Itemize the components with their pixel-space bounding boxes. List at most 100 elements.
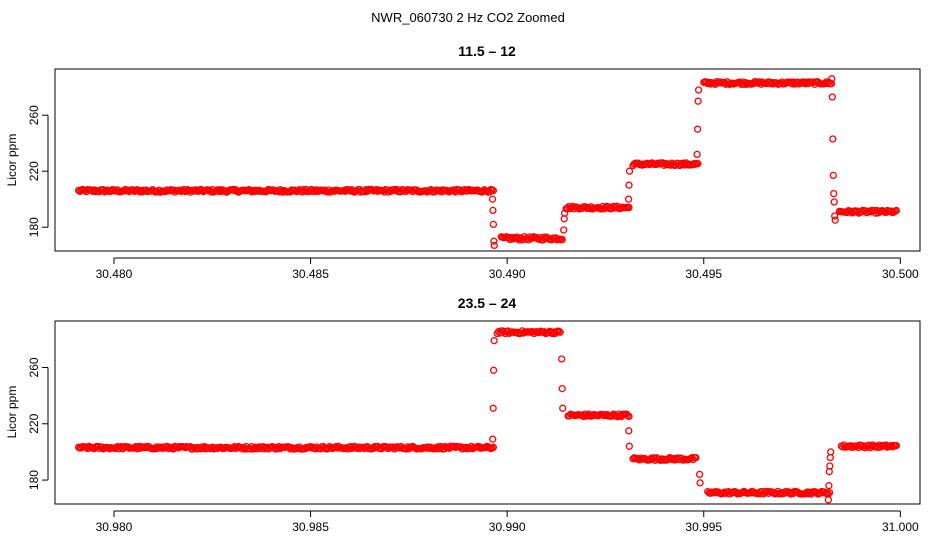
y-tick-label: 220 — [27, 161, 41, 181]
data-point — [560, 209, 569, 217]
plot-frame — [54, 320, 921, 505]
data-point — [664, 455, 673, 463]
data-point — [825, 488, 834, 497]
x-tick-label: 30.480 — [96, 267, 133, 281]
y-axis-label: Licor ppm — [5, 134, 19, 187]
data-point — [151, 445, 159, 453]
data-point — [507, 233, 516, 242]
x-tick-label: 30.990 — [489, 520, 526, 534]
data-point — [694, 160, 702, 168]
data-point — [892, 441, 901, 450]
data-point — [763, 487, 771, 496]
data-point — [693, 125, 702, 133]
data-point — [777, 79, 785, 88]
y-axis-label: Licor ppm — [5, 386, 19, 439]
data-point — [214, 186, 222, 194]
y-axis: 180 220 260 — [27, 105, 49, 237]
data-point — [828, 93, 836, 101]
x-axis: 30.480 30.485 30.490 30.495 30.500 — [96, 257, 919, 281]
x-tick-label: 30.500 — [882, 267, 919, 281]
x-tick-label: 30.485 — [292, 267, 329, 281]
data-point — [694, 97, 702, 105]
data-point — [692, 454, 700, 462]
data-point — [154, 444, 162, 452]
data-point — [629, 455, 637, 463]
data-point — [544, 328, 553, 337]
data-point — [488, 195, 497, 203]
data-point — [87, 186, 96, 194]
data-point — [489, 366, 498, 374]
data-point — [646, 456, 654, 464]
data-point — [830, 189, 838, 198]
data-point — [642, 160, 650, 168]
data-point — [490, 241, 498, 250]
plot-frame — [54, 68, 921, 252]
data-point — [407, 186, 416, 194]
data-point — [705, 78, 713, 86]
data-point — [152, 443, 161, 451]
x-tick-label: 30.985 — [292, 520, 329, 534]
data-point — [489, 435, 497, 443]
data-point — [625, 427, 633, 435]
data-point — [181, 443, 189, 452]
data-point — [625, 412, 633, 421]
data-point — [354, 443, 362, 451]
data-point — [828, 75, 836, 83]
data-point — [702, 78, 711, 86]
data-points — [74, 327, 901, 504]
x-tick-label: 30.490 — [489, 267, 526, 281]
data-point — [625, 442, 633, 450]
data-point — [625, 203, 633, 212]
x-tick-label: 31.000 — [882, 520, 919, 534]
data-point — [136, 188, 144, 196]
chart-panel-top: 11.5 – 12 Licor ppm 30.480 30.485 30.490 30… — [5, 43, 921, 281]
data-point — [511, 234, 520, 243]
data-point — [556, 328, 564, 336]
data-point — [767, 79, 776, 87]
data-point — [462, 443, 470, 452]
panel-title: 11.5 – 12 — [458, 43, 516, 59]
data-point — [489, 220, 498, 229]
data-point — [693, 150, 701, 159]
data-point — [198, 443, 206, 451]
x-tick-label: 30.980 — [96, 520, 133, 534]
data-point — [612, 204, 620, 212]
data-point — [555, 327, 563, 335]
y-tick-label: 260 — [27, 105, 41, 125]
data-point — [560, 226, 568, 234]
data-point — [558, 235, 566, 244]
data-point — [829, 171, 837, 180]
data-point — [750, 78, 759, 86]
y-tick-label: 180 — [27, 470, 41, 490]
data-point — [830, 198, 838, 206]
data-point — [624, 195, 633, 203]
data-point — [237, 443, 245, 452]
y-tick-label: 260 — [27, 357, 41, 377]
data-point — [301, 187, 309, 195]
data-point — [892, 206, 901, 215]
data-point — [625, 181, 633, 189]
data-point — [823, 79, 832, 88]
data-point — [827, 448, 835, 456]
data-point — [158, 443, 166, 451]
data-point — [625, 167, 634, 175]
panel-title: 23.5 – 24 — [458, 295, 517, 311]
data-point — [706, 80, 714, 88]
data-point — [608, 412, 616, 420]
data-point — [547, 328, 555, 337]
data-point — [695, 470, 704, 479]
data-point — [694, 86, 703, 94]
data-point — [489, 186, 498, 195]
x-tick-label: 30.995 — [685, 520, 722, 534]
y-tick-label: 220 — [27, 413, 41, 433]
data-point — [396, 444, 404, 452]
data-point — [831, 212, 839, 220]
data-point — [529, 328, 537, 336]
data-point — [829, 135, 837, 143]
data-point — [831, 216, 839, 224]
figure-title: NWR_060730 2 Hz CO2 Zoomed — [371, 10, 565, 25]
data-point — [193, 186, 201, 194]
data-point — [558, 384, 566, 393]
data-point — [332, 443, 340, 451]
